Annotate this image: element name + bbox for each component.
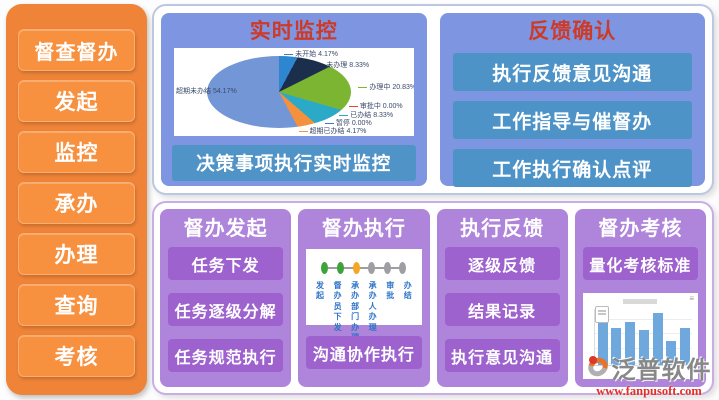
stage-dot <box>352 261 360 274</box>
sidebar-item-banli[interactable]: 办理 <box>18 233 135 275</box>
panel-realtime-monitor: 实时监控 未开始 4.17% 未办理 8.33% 办理中 20.83% 审批中 … <box>161 13 427 186</box>
pie-label: 未开始 4.17% <box>284 51 338 58</box>
sidebar-item-chengban[interactable]: 承办 <box>18 182 135 224</box>
timeline-labels: 发起督办员下发承办部门办理承办人办理审批办结 <box>311 281 416 343</box>
tooltip <box>594 306 609 323</box>
process-timeline: 发起督办员下发承办部门办理承办人办理审批办结 <box>306 249 422 342</box>
bar <box>652 313 663 365</box>
timeline-line <box>323 267 405 269</box>
feedback-button-3[interactable]: 工作执行确认点评 <box>452 149 692 187</box>
quantified-standard-button[interactable]: 量化考核标准 <box>582 247 698 280</box>
panel-title: 执行反馈 <box>460 218 545 240</box>
level-feedback-button[interactable]: 逐级反馈 <box>444 247 560 280</box>
task-decompose-button[interactable]: 任务逐级分解 <box>168 293 284 326</box>
pie-label: 办理中 20.83% <box>358 84 414 91</box>
assessment-bar-chart: ≡ <box>582 293 698 379</box>
bar <box>625 322 636 365</box>
y-axis <box>593 309 595 366</box>
stage-label: 办结 <box>403 281 412 301</box>
panel-feedback-confirm: 反馈确认 执行反馈意见沟通 工作指导与催督办 工作执行确认点评 <box>439 13 705 187</box>
panel-duban-kaohe: 督办考核 量化考核标准 ≡ <box>574 209 706 387</box>
pie-label: 超期未办结 54.17% <box>176 88 248 95</box>
panel-title: 反馈确认 <box>528 20 617 43</box>
panel-duban-zhixing: 督办执行 发起督办员下发承办部门办理承办人办理审批办结 沟通协作执行 <box>298 209 430 387</box>
stage-label: 发起 <box>316 281 325 301</box>
stage-label: 承办部门办理 <box>351 281 360 342</box>
menu-icon: ≡ <box>689 294 694 303</box>
pie-label: 超期已办结 4.17% <box>298 128 366 135</box>
stage-dot <box>399 261 407 274</box>
panel-title: 督办发起 <box>183 218 268 240</box>
panel-title: 督办考核 <box>598 218 683 240</box>
pie-label: 已办结 8.33% <box>339 112 393 119</box>
pie-graphic <box>207 56 352 128</box>
bar <box>597 312 608 365</box>
sidebar-item-jiankong[interactable]: 监控 <box>18 131 135 173</box>
sidebar-item-faqi[interactable]: 发起 <box>18 80 135 122</box>
task-dispatch-button[interactable]: 任务下发 <box>168 247 284 280</box>
stage-dot <box>383 261 391 274</box>
bar <box>679 327 690 365</box>
stage-dot <box>321 261 329 274</box>
x-axis <box>593 365 692 366</box>
sidebar-item-kaohe[interactable]: 考核 <box>18 335 135 377</box>
feedback-button-1[interactable]: 执行反馈意见沟通 <box>452 53 692 91</box>
stage-dot <box>336 261 344 274</box>
collaborate-exec-button[interactable]: 沟通协作执行 <box>306 336 422 369</box>
panel-duban-faqi: 督办发起 任务下发 任务逐级分解 任务规范执行 <box>160 209 292 387</box>
pie-label: 暂停 0.00% <box>324 120 372 127</box>
pie-label: 审批中 0.00% <box>348 103 403 110</box>
sidebar-item-duchaduban[interactable]: 督查督办 <box>18 29 135 71</box>
panel-title: 实时监控 <box>249 20 338 43</box>
stage-label: 督办员下发 <box>333 281 342 332</box>
bar <box>611 327 622 365</box>
bar <box>638 329 649 365</box>
sidebar-item-chaxun[interactable]: 查询 <box>18 284 135 326</box>
stage-label: 审批 <box>386 281 395 301</box>
panel-title: 督办执行 <box>321 218 406 240</box>
sidebar: 督查督办 发起 监控 承办 办理 查询 考核 <box>6 4 147 395</box>
panel-zhixing-fankui: 执行反馈 逐级反馈 结果记录 执行意见沟通 <box>436 209 568 387</box>
timeline-dots <box>321 261 407 274</box>
bottom-card: 督办发起 任务下发 任务逐级分解 任务规范执行 督办执行 发起 督办员下发 承办部门… <box>152 201 714 395</box>
realtime-monitor-caption-button[interactable]: 决策事项执行实时监控 <box>172 145 416 181</box>
pie-chart: 未开始 4.17% 未办理 8.33% 办理中 20.83% 审批中 0.00%… <box>174 48 414 136</box>
pie-label: 未办理 8.33% <box>315 62 369 69</box>
task-standard-exec-button[interactable]: 任务规范执行 <box>168 339 284 372</box>
bars-area <box>597 310 690 365</box>
top-card: 实时监控 未开始 4.17% 未办理 8.33% 办理中 20.83% 审批中 … <box>152 4 714 195</box>
result-record-button[interactable]: 结果记录 <box>444 293 560 326</box>
bar <box>666 340 677 365</box>
stage-label: 承办人办理 <box>368 281 377 332</box>
stage-dot <box>368 261 376 274</box>
feedback-button-2[interactable]: 工作指导与催督办 <box>452 101 692 139</box>
exec-opinion-button[interactable]: 执行意见沟通 <box>444 339 560 372</box>
mini-chart-title <box>623 299 658 304</box>
